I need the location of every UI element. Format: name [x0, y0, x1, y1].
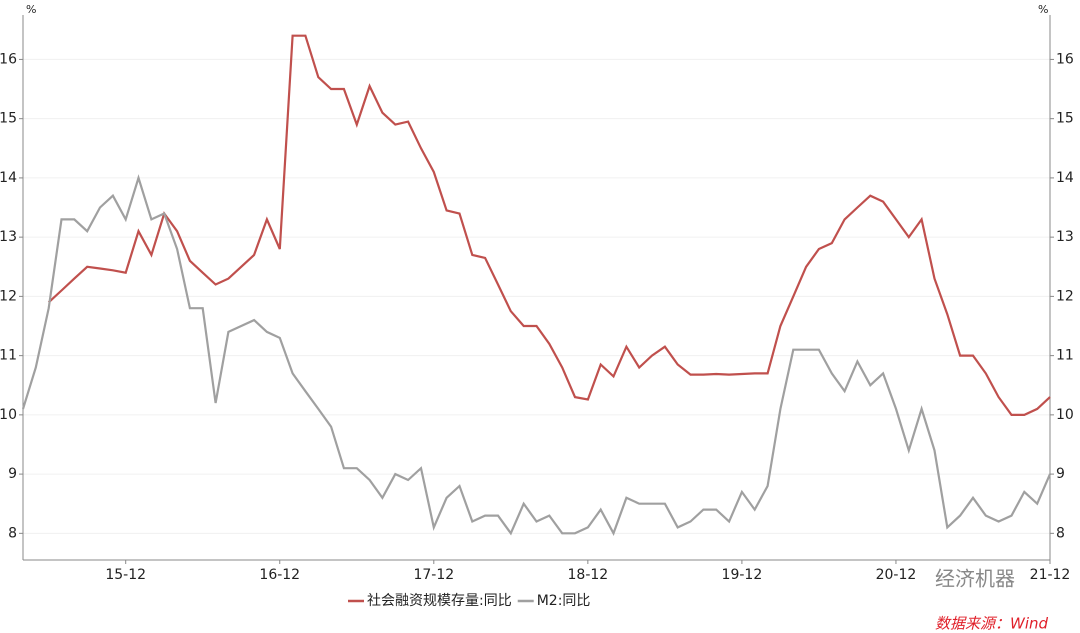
x-tick-label: 16-12: [259, 567, 300, 583]
y-tick-label: 12: [0, 288, 17, 304]
y-tick-label: 14: [0, 170, 17, 186]
y2-tick-label: 14: [1056, 170, 1074, 186]
y2-unit: %: [1038, 3, 1048, 16]
y2-tick-label: 13: [1056, 229, 1074, 245]
watermark: 经济机器: [935, 567, 1015, 591]
y-tick-label: 13: [0, 229, 17, 245]
y-tick-label: 8: [8, 525, 17, 541]
x-tick-label: 18-12: [568, 567, 609, 583]
y2-tick-label: 10: [1056, 407, 1074, 423]
y-tick-label: 16: [0, 51, 17, 67]
y-tick-label: 15: [0, 111, 17, 127]
y-unit: %: [26, 3, 36, 16]
y2-tick-label: 8: [1056, 525, 1065, 541]
x-tick-label: 20-12: [876, 567, 917, 583]
y-tick-label: 10: [0, 407, 17, 423]
x-tick-label: 19-12: [722, 567, 763, 583]
legend-label: M2:同比: [537, 593, 591, 609]
source: 数据来源：Wind: [935, 615, 1049, 633]
y2-tick-label: 9: [1056, 466, 1065, 482]
legend-label: 社会融资规模存量:同比: [367, 593, 512, 609]
x-tick-label: 17-12: [413, 567, 454, 583]
y2-tick-label: 12: [1056, 288, 1074, 304]
y-tick-label: 11: [0, 348, 17, 364]
y-tick-label: 9: [8, 466, 17, 482]
y2-tick-label: 15: [1056, 111, 1074, 127]
series-line: [47, 34, 1051, 416]
y2-tick-label: 16: [1056, 51, 1074, 67]
x-tick-label: 15-12: [105, 567, 146, 583]
x-tick-label: 21-12: [1030, 567, 1071, 583]
series-line: [21, 174, 1052, 536]
y2-tick-label: 11: [1056, 348, 1074, 364]
